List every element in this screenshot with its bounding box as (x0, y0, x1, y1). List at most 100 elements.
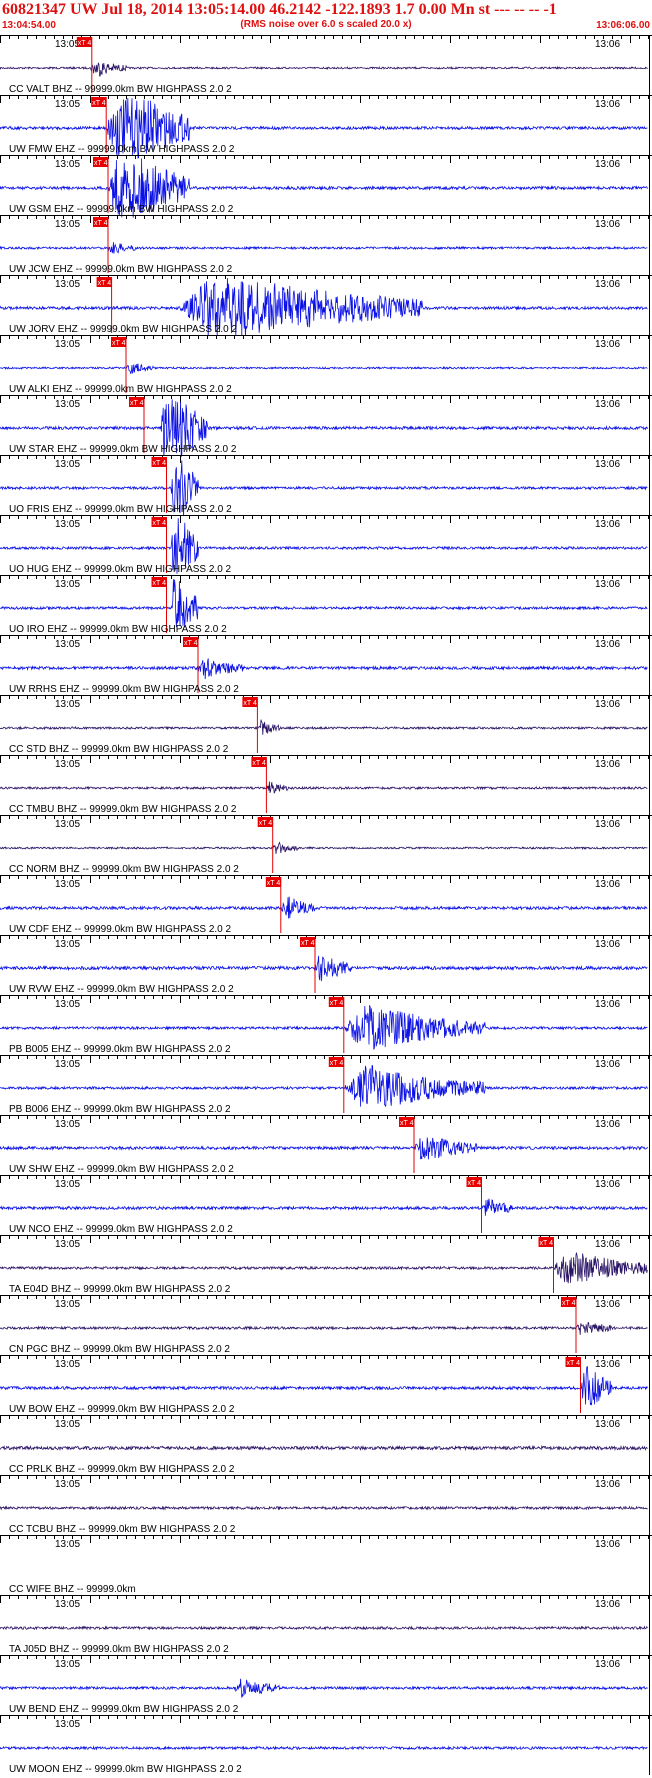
right-time-label: 13:06 (595, 1239, 620, 1250)
station-label: CN PGC BHZ -- 99999.0km BW HIGHPASS 2.0 … (9, 1344, 230, 1355)
pick-label: xT 4 (184, 640, 198, 647)
left-time-label: 13:05 (55, 699, 80, 710)
pick-box (151, 577, 167, 587)
end-time: 13:06:06.00 (596, 20, 650, 31)
pick-label: xT 4 (330, 1000, 344, 1007)
trace-panel: 13:05 13:06 xT 4 UW JCW EHZ -- 99999.0km BW… (0, 215, 652, 275)
pick-box (561, 1297, 576, 1307)
waveform-trace (0, 62, 648, 77)
time-axis-ticks (0, 276, 649, 283)
left-time-label: 13:05 (55, 819, 80, 830)
trace-panel: 13:05 13:06 xT 4 UW ALKI EHZ -- 99999.0km B… (0, 335, 652, 395)
trace-panel: 13:05 13:06 xT 4 UW GSM EHZ -- 99999.0km BW… (0, 155, 652, 218)
left-time-label: 13:05 (55, 579, 80, 590)
waveform-trace (0, 658, 648, 680)
seismogram-plot: 13:05 13:06 xT 4 CC VALT BHZ -- 99999.0km B… (0, 35, 652, 1775)
pick-box (111, 337, 126, 347)
time-axis-ticks (0, 1596, 649, 1603)
waveform-trace (0, 955, 648, 982)
trace-panel: 13:05 13:06 xT 4 UW JORV EHZ -- 99999.0km B… (0, 275, 652, 337)
pick-box (328, 1057, 344, 1067)
pick-label: xT 4 (98, 280, 112, 287)
right-time-label: 13:06 (595, 159, 620, 170)
pick-label: xT 4 (259, 820, 273, 827)
pick-label: xT 4 (267, 880, 281, 887)
pick-box (151, 517, 167, 527)
waveform-trace (0, 242, 648, 254)
right-time-label: 13:06 (595, 1059, 620, 1070)
time-axis-ticks (0, 1656, 649, 1663)
pick-box (538, 1237, 554, 1247)
time-axis-ticks (0, 1056, 649, 1063)
time-axis-ticks (0, 516, 649, 523)
pick-label: xT 4 (153, 580, 167, 587)
trace-panel: 13:05 13:06 xT 4 UW RRHS EHZ -- 99999.0km B… (0, 635, 652, 695)
pick-box (91, 97, 107, 107)
pick-label: xT 4 (330, 1060, 344, 1067)
time-axis-ticks (0, 756, 649, 763)
station-label: UW GSM EHZ -- 99999.0km BW HIGHPASS 2.0 … (9, 204, 234, 215)
waveform-trace (0, 1625, 648, 1631)
right-time-label: 13:06 (595, 1659, 620, 1670)
right-time-label: 13:06 (595, 519, 620, 530)
station-label: UW ALKI EHZ -- 99999.0km BW HIGHPASS 2.0… (9, 384, 232, 395)
trace-panel: 13:05 13:06 xT 4 CN PGC BHZ -- 99999.0km BW… (0, 1295, 652, 1355)
right-time-label: 13:06 (595, 279, 620, 290)
time-axis-ticks (0, 576, 649, 583)
right-time-label: 13:06 (595, 99, 620, 110)
right-time-label: 13:06 (595, 1419, 620, 1430)
pick-box (242, 697, 258, 707)
left-time-label: 13:05 (55, 1479, 80, 1490)
time-axis-ticks (0, 1476, 649, 1483)
trace-panel: 13:05 13:06 xT 4 CC NORM BHZ -- 99999.0km B… (0, 815, 652, 875)
station-label: CC VALT BHZ -- 99999.0km BW HIGHPASS 2.0… (9, 84, 232, 95)
left-time-label: 13:05 (55, 879, 80, 890)
pick-box (251, 757, 267, 767)
right-time-label: 13:06 (595, 219, 620, 230)
left-time-label: 13:05 (55, 219, 80, 230)
waveform-trace (0, 1678, 648, 1698)
trace-panel: 13:05 13:06 xT 4 PB B006 EHZ -- 99999.0km B… (0, 1055, 652, 1115)
waveform-trace (0, 579, 648, 628)
waveform-trace (0, 460, 648, 517)
station-label: UW RVW EHZ -- 99999.0km BW HIGHPASS 2.0 … (9, 984, 234, 995)
time-axis-ticks (0, 996, 649, 1003)
time-axis-ticks (0, 1356, 649, 1363)
right-time-label: 13:06 (595, 1359, 620, 1370)
station-label: PB B005 EHZ -- 99999.0km BW HIGHPASS 2.0… (9, 1044, 231, 1055)
waveform-trace (0, 1198, 648, 1216)
plot-header: 60821347 UW Jul 18, 2014 13:05:14.00 46.… (0, 0, 652, 35)
event-title: 60821347 UW Jul 18, 2014 13:05:14.00 46.… (2, 1, 557, 18)
trace-panel: 13:05 13:06 xT 4 PB B005 EHZ -- 99999.0km B… (0, 995, 652, 1055)
trace-panel: 13:05 13:06 xT 4 UO IRO EHZ -- 99999.0km BW… (0, 575, 652, 635)
station-label: UO IRO EHZ -- 99999.0km BW HIGHPASS 2.0 … (9, 624, 227, 635)
waveform-trace (0, 278, 648, 337)
pick-box (183, 637, 198, 647)
time-axis-ticks (0, 876, 649, 883)
pick-label: xT 4 (94, 160, 108, 167)
time-axis-ticks (0, 456, 649, 463)
right-time-label: 13:06 (595, 1539, 620, 1550)
right-time-label: 13:06 (595, 639, 620, 650)
left-time-label: 13:05 (55, 759, 80, 770)
station-label: CC TMBU BHZ -- 99999.0km BW HIGHPASS 2.0… (9, 804, 237, 815)
station-label: UW FMW EHZ -- 99999.0km BW HIGHPASS 2.0 … (9, 144, 235, 155)
time-axis-ticks (0, 696, 649, 703)
pick-label: xT 4 (94, 220, 108, 227)
trace-panel: 13:05 13:06 TA J05D BHZ -- 99999.0km BW HI… (0, 1595, 652, 1655)
pick-label: xT 4 (468, 1180, 482, 1187)
pick-box (257, 817, 273, 827)
station-label: TA E04D BHZ -- 99999.0km BW HIGHPASS 2.0… (9, 1284, 231, 1295)
pick-box (265, 877, 281, 887)
waveform-trace (0, 399, 648, 458)
waveform-trace (0, 98, 648, 159)
pick-label: xT 4 (567, 1360, 581, 1367)
trace-panel: 13:05 13:06 xT 4 UW STAR EHZ -- 99999.0km B… (0, 395, 652, 458)
time-axis-ticks (0, 1416, 649, 1423)
pick-label: xT 4 (112, 340, 126, 347)
pick-box (300, 937, 315, 947)
trace-panel: 13:05 13:06 xT 4 UW SHW EHZ -- 99999.0km BW… (0, 1115, 652, 1175)
pick-box (93, 157, 108, 167)
left-time-label: 13:05 (55, 639, 80, 650)
station-label: UO FRIS EHZ -- 99999.0km BW HIGHPASS 2.0… (9, 504, 232, 515)
